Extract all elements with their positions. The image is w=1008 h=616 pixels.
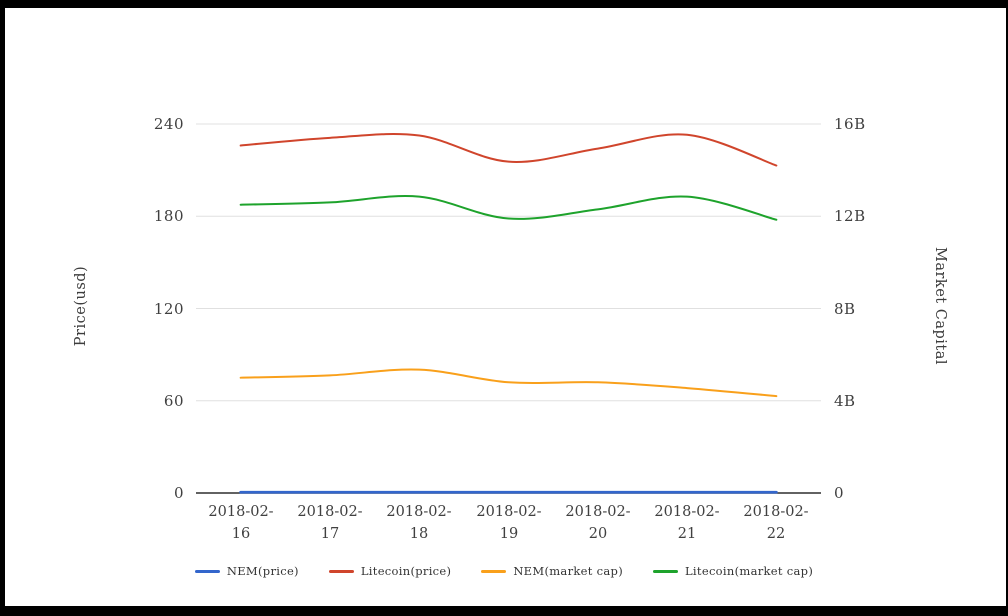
series-line-litecoin-market-cap- [239, 195, 778, 221]
legend-label: NEM(price) [226, 564, 299, 578]
x-axis-tick: 2018-02-21 [654, 504, 720, 542]
window-border-left [0, 0, 5, 616]
right-axis-tick: 0 [834, 484, 845, 502]
right-axis-tick: 12B [834, 207, 866, 225]
legend-label: Litecoin(market cap) [685, 564, 814, 578]
left-axis-title: Price(usd) [73, 265, 89, 347]
right-axis-tick: 16B [834, 115, 866, 133]
x-axis-tick: 2018-02-20 [565, 504, 631, 542]
x-axis-tick: 2018-02-16 [208, 504, 274, 542]
legend-line-marker [481, 569, 507, 573]
x-axis-tick: 2018-02-17 [297, 504, 363, 542]
legend-label: NEM(market cap) [513, 564, 623, 578]
legend-item-litecoin-market-cap[interactable]: Litecoin(market cap) [653, 564, 813, 578]
right-axis-tick: 4B [834, 392, 856, 410]
window-border-top [0, 0, 1008, 8]
legend: NEM(price) Litecoin(price) NEM(market ca… [0, 564, 1008, 578]
left-axis-tick: 60 [163, 392, 184, 410]
left-axis-tick: 240 [153, 115, 184, 133]
legend-line-marker [194, 569, 220, 573]
legend-item-litecoin-price[interactable]: Litecoin(price) [328, 564, 452, 578]
left-axis-tick: 0 [173, 484, 184, 502]
right-axis-tick: 8B [834, 300, 856, 318]
window-border-right [1006, 0, 1008, 616]
x-axis-tick: 2018-02-22 [743, 504, 809, 542]
legend-item-nem-market-cap[interactable]: NEM(market cap) [481, 564, 623, 578]
window-border-bottom [0, 606, 1008, 616]
x-axis-tick: 2018-02-18 [386, 504, 452, 542]
legend-item-nem-price[interactable]: NEM(price) [194, 564, 299, 578]
legend-label: Litecoin(price) [360, 564, 452, 578]
x-axis-tick: 2018-02-19 [476, 504, 542, 542]
right-axis-title: Market Capital [932, 247, 948, 365]
series-line-nem-market-cap- [239, 368, 778, 398]
legend-line-marker [328, 569, 354, 573]
series-line-litecoin-price- [239, 132, 778, 167]
left-axis-tick: 120 [153, 300, 184, 318]
legend-line-marker [653, 569, 678, 573]
left-axis-tick: 180 [153, 207, 184, 225]
